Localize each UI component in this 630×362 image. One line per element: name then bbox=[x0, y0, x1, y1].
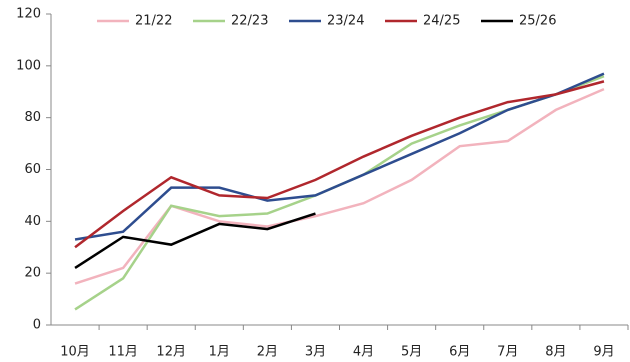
y-tick-label: 20 bbox=[24, 266, 41, 281]
x-tick-label: 3月 bbox=[305, 345, 326, 360]
y-tick-label: 120 bbox=[16, 7, 41, 22]
y-tick-label: 40 bbox=[24, 214, 41, 229]
series-line bbox=[74, 72, 605, 241]
y-tick-label: 80 bbox=[24, 110, 41, 125]
x-tick-label: 6月 bbox=[449, 345, 470, 360]
x-tick-label: 11月 bbox=[108, 345, 138, 360]
legend-label: 22/23 bbox=[231, 14, 268, 29]
y-tick-label: 60 bbox=[24, 162, 41, 177]
x-tick-label: 10月 bbox=[60, 345, 90, 360]
legend-label: 21/22 bbox=[135, 14, 172, 29]
x-tick-label: 5月 bbox=[401, 345, 422, 360]
legend-label: 23/24 bbox=[327, 14, 364, 29]
legend-label: 24/25 bbox=[423, 14, 460, 29]
x-tick-label: 2月 bbox=[257, 345, 278, 360]
x-tick-label: 9月 bbox=[593, 345, 614, 360]
x-tick-label: 1月 bbox=[209, 345, 230, 360]
x-tick-label: 8月 bbox=[545, 345, 566, 360]
y-tick-label: 0 bbox=[33, 318, 41, 333]
legend-label: 25/26 bbox=[519, 14, 556, 29]
y-tick-label: 100 bbox=[16, 58, 41, 73]
x-tick-label: 7月 bbox=[497, 345, 518, 360]
x-tick-label: 12月 bbox=[156, 345, 186, 360]
series-line bbox=[74, 80, 605, 249]
series-line bbox=[74, 212, 316, 270]
series-line bbox=[74, 75, 605, 311]
x-tick-label: 4月 bbox=[353, 345, 374, 360]
